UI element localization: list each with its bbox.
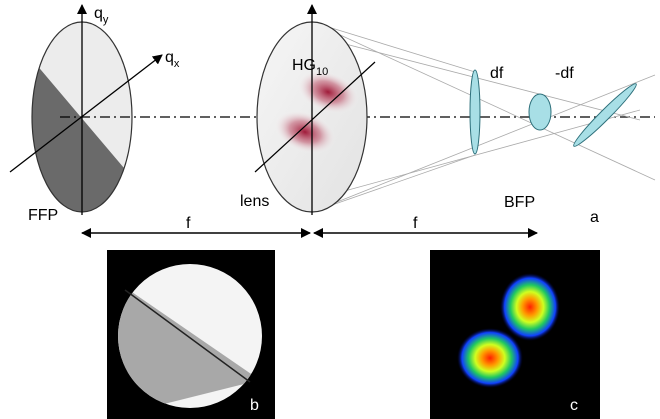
panel-c-image: c bbox=[430, 250, 600, 419]
minus-df-label: -df bbox=[555, 65, 574, 82]
f-label: f bbox=[186, 215, 191, 232]
figure: qy qx HG10 FFP lens df -df BFP a f f b c bbox=[0, 0, 660, 419]
panel-b-image: b bbox=[100, 250, 275, 419]
panel-b-label: b bbox=[250, 397, 259, 414]
bfp-lens bbox=[529, 94, 551, 130]
df-label: df bbox=[490, 65, 504, 82]
cyl-lens-minus-df bbox=[570, 80, 639, 149]
bfp-label: BFP bbox=[504, 194, 535, 211]
lens-plane bbox=[255, 5, 375, 215]
ffp-label: FFP bbox=[28, 207, 58, 224]
f-label: f bbox=[413, 215, 418, 232]
qx-label: qx bbox=[165, 49, 180, 70]
panel-a-label: a bbox=[590, 209, 599, 226]
lens-label: lens bbox=[240, 193, 269, 210]
cyl-lens-df bbox=[470, 70, 480, 154]
panel-c-label: c bbox=[570, 397, 578, 414]
qy-label: qy bbox=[94, 5, 109, 26]
